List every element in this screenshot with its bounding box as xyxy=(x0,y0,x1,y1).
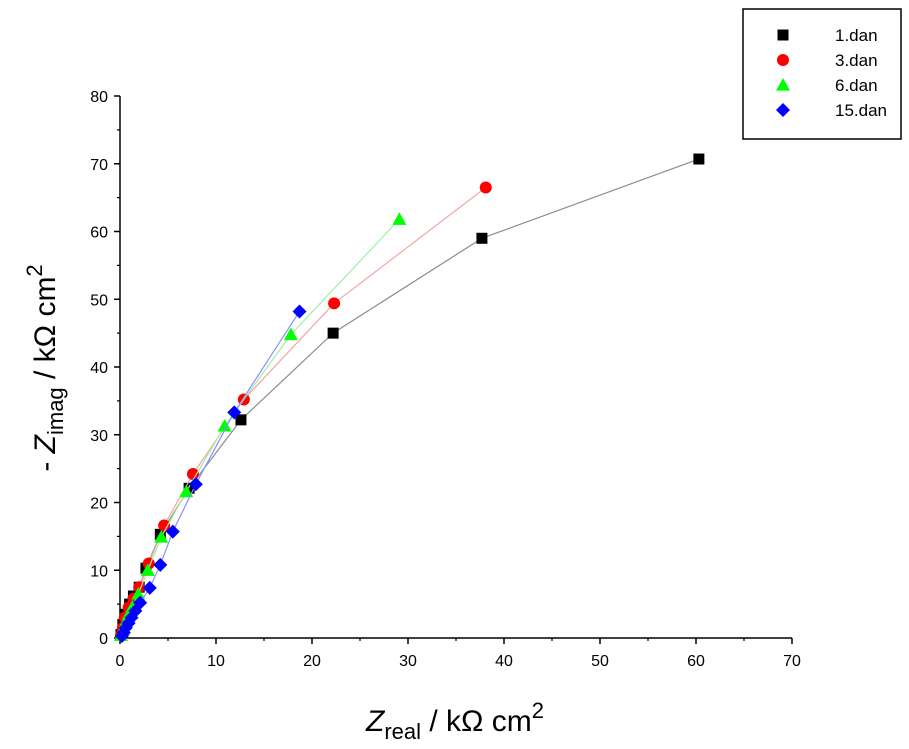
data-point xyxy=(131,586,146,600)
x-tick-label: 20 xyxy=(303,653,321,670)
y-tick-label: 20 xyxy=(90,496,108,513)
legend-marker xyxy=(777,29,789,41)
series-line xyxy=(120,158,700,635)
data-point xyxy=(158,519,171,532)
data-point xyxy=(140,563,155,576)
legend-marker xyxy=(776,78,790,91)
data-point xyxy=(392,212,407,225)
data-point xyxy=(476,232,488,244)
data-point xyxy=(693,153,705,165)
x-tick-label: 60 xyxy=(687,653,705,670)
y-tick-label: 40 xyxy=(90,360,108,377)
data-point xyxy=(235,414,247,426)
y-tick-label: 10 xyxy=(90,563,108,580)
y-axis-title-symbol: Z xyxy=(29,433,62,454)
data-point xyxy=(292,304,307,319)
data-point xyxy=(479,181,492,194)
data-point xyxy=(165,524,180,539)
data-point xyxy=(188,477,203,492)
y-tick-label: 50 xyxy=(90,292,108,309)
x-tick-label: 50 xyxy=(591,653,609,670)
y-tick-label: 0 xyxy=(99,631,108,648)
y-axis-title-sub: imag xyxy=(43,387,68,435)
legend: 1.dan 3.dan 6.dan 15.dan xyxy=(742,8,902,140)
x-axis-title-symbol: Z xyxy=(365,705,386,738)
x-tick-label: 40 xyxy=(495,653,513,670)
data-point xyxy=(227,405,242,420)
series-line xyxy=(120,218,400,636)
x-ticks: 0 10 20 30 40 50 60 70 xyxy=(116,638,801,670)
x-axis-title-unit: / kΩ cm xyxy=(421,705,532,738)
data-point xyxy=(153,557,168,572)
data-point xyxy=(186,468,199,481)
data-point xyxy=(328,297,341,310)
y-axis-title-unit: / kΩ cm xyxy=(29,277,62,388)
legend-marker xyxy=(776,103,790,117)
legend-label: 1.dan xyxy=(835,26,878,45)
y-tick-label: 80 xyxy=(90,89,108,106)
series-6.dan xyxy=(113,212,407,641)
x-tick-label: 70 xyxy=(783,653,801,670)
series-3.dan xyxy=(114,181,492,642)
x-axis-title-sub: real xyxy=(384,719,421,744)
y-axis-title-prefix: - xyxy=(29,453,62,471)
y-tick-label: 70 xyxy=(90,157,108,174)
x-tick-label: 10 xyxy=(207,653,225,670)
data-point xyxy=(183,482,195,494)
x-axis-title: Zreal / kΩ cm2 xyxy=(365,698,544,744)
x-tick-label: 0 xyxy=(116,653,125,670)
x-tick-label: 30 xyxy=(399,653,417,670)
data-point xyxy=(154,530,169,543)
data-point xyxy=(142,580,157,595)
series-line xyxy=(120,186,487,636)
legend-marker xyxy=(777,54,789,66)
data-point xyxy=(133,595,148,610)
legend-label: 15.dan xyxy=(835,101,887,120)
y-axis-title-sup: 2 xyxy=(22,264,47,276)
series-layer xyxy=(113,153,705,643)
series-1.dan xyxy=(115,153,705,641)
data-point xyxy=(217,418,232,432)
y-tick-label: 30 xyxy=(90,428,108,445)
legend-label: 6.dan xyxy=(835,76,878,95)
x-axis-title-sup: 2 xyxy=(532,698,544,723)
y-axis-title: - Zimag / kΩ cm2 xyxy=(22,264,68,471)
legend-box xyxy=(742,8,902,140)
y-tick-label: 60 xyxy=(90,225,108,242)
data-point xyxy=(283,327,298,341)
y-ticks: 0 10 20 30 40 50 60 70 80 xyxy=(90,89,120,648)
data-point xyxy=(179,484,194,498)
series-15.dan xyxy=(114,304,307,643)
data-point xyxy=(327,327,339,339)
axes: 0 10 20 30 40 50 60 70 0 10 20 30 40 50 60 70 80 xyxy=(90,89,801,670)
legend-label: 3.dan xyxy=(835,51,878,70)
